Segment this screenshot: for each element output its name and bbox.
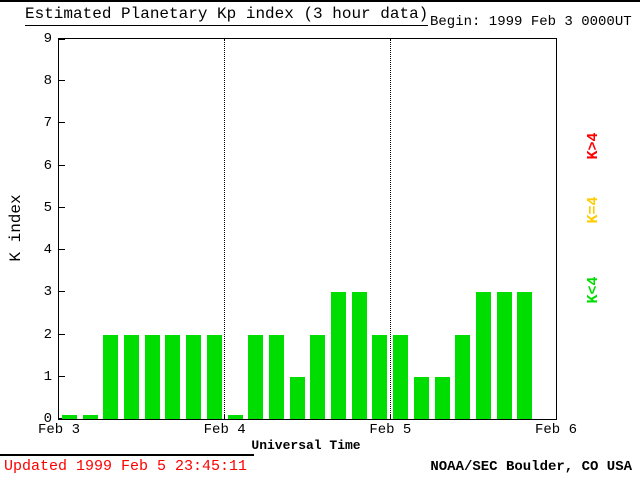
x-tick-mark [224, 414, 226, 419]
x-tick-label: Feb 6 [534, 422, 577, 438]
kp-bar [268, 334, 284, 419]
kp-bar [331, 292, 347, 419]
kp-bar [61, 415, 77, 419]
y-tick-mark [59, 206, 65, 208]
day-boundary-gridline [224, 39, 226, 419]
kp-bar [123, 334, 139, 419]
y-tick-label: 2 [43, 326, 52, 343]
y-tick-label: 5 [43, 199, 52, 216]
y-tick-mark [59, 39, 65, 40]
y-tick-mark [59, 122, 65, 124]
x-axis-label: Universal Time [251, 438, 361, 453]
chart-title: Estimated Planetary Kp index (3 hour dat… [25, 5, 429, 26]
begin-time-label: Begin: 1999 Feb 3 0000UT [430, 14, 632, 30]
legend-k-above-4: K>4 [585, 132, 602, 160]
credit-label: NOAA/SEC Boulder, CO USA [430, 459, 632, 475]
y-tick-label: 1 [43, 368, 52, 385]
legend-k-below-4: K<4 [585, 276, 602, 304]
kp-bar [476, 292, 492, 419]
kp-bar [227, 415, 243, 419]
y-tick-mark [59, 80, 65, 82]
y-axis-label: K index [7, 194, 25, 262]
kp-bar [248, 334, 264, 419]
y-tick-mark [59, 375, 65, 377]
y-tick-label: 7 [43, 115, 52, 132]
plot-area: 0 1 2 3 4 5 6 7 8 9 Feb 3 Feb 4 Feb 5 Feb 6 [38, 31, 577, 438]
kp-bar [434, 376, 450, 419]
x-tick-mark [389, 414, 391, 419]
kp-bar [393, 334, 409, 419]
y-tick-label: 4 [43, 242, 52, 259]
kp-bar [496, 292, 512, 419]
y-tick-mark [59, 333, 65, 335]
kp-bar [372, 334, 388, 419]
kp-bar [186, 334, 202, 419]
top-divider [0, 0, 640, 2]
y-tick-mark [59, 164, 65, 166]
y-tick-label: 8 [43, 73, 52, 90]
kp-bar [455, 334, 471, 419]
y-tick-label: 9 [43, 31, 52, 47]
y-tick-label: 0 [43, 411, 52, 427]
x-tick-label: Feb 3 [37, 422, 80, 438]
kp-bar [82, 415, 98, 419]
kp-bar [351, 292, 367, 419]
y-tick-label: 3 [43, 284, 52, 301]
x-tick-label: Feb 4 [203, 422, 246, 438]
y-tick-mark [59, 291, 65, 293]
legend-k-equal-4: K=4 [585, 196, 602, 224]
kp-bar [413, 376, 429, 419]
kp-bar [289, 376, 305, 419]
footer-divider [0, 454, 254, 456]
kp-bar [144, 334, 160, 419]
kp-bar [206, 334, 222, 419]
kp-bar [103, 334, 119, 419]
kp-bar [310, 334, 326, 419]
y-tick-mark [59, 249, 65, 251]
updated-timestamp: Updated 1999 Feb 5 23:45:11 [4, 458, 248, 475]
kp-bar [517, 292, 533, 419]
x-tick-label: Feb 5 [369, 422, 412, 438]
y-tick-label: 6 [43, 157, 52, 174]
day-boundary-gridline [389, 39, 391, 419]
kp-bar [165, 334, 181, 419]
